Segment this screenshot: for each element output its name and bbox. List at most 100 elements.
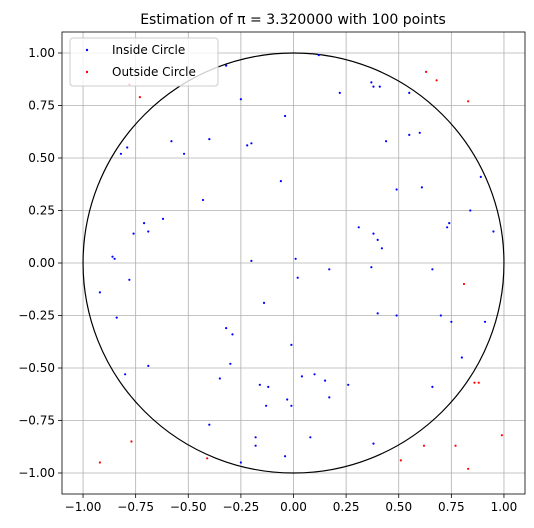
- point-outside: [422, 444, 426, 447]
- point-inside: [479, 175, 482, 178]
- grid: [62, 32, 525, 494]
- point-inside: [239, 98, 242, 101]
- y-tick-label: −0.50: [18, 361, 55, 375]
- point-inside: [420, 186, 423, 189]
- point-inside: [460, 356, 463, 359]
- point-inside: [385, 140, 388, 143]
- point-inside: [448, 222, 451, 225]
- point-inside: [208, 138, 211, 141]
- point-inside: [408, 133, 411, 136]
- point-inside: [115, 316, 118, 319]
- point-outside: [130, 440, 133, 443]
- point-inside: [229, 362, 232, 365]
- x-tick-label: −1.00: [65, 500, 102, 514]
- legend-box: [69, 37, 219, 87]
- x-tick-label: 0.00: [280, 500, 307, 514]
- point-inside: [296, 276, 299, 279]
- point-inside: [283, 455, 287, 458]
- point-inside: [250, 259, 253, 262]
- y-tick-label: 0.25: [28, 204, 55, 218]
- x-tick-label: 0.75: [438, 500, 465, 514]
- x-axis: −1.00 −0.75 −0.50 −0.25 0.00 0.25 0.50 0.75 1.00: [65, 494, 518, 514]
- point-outside: [424, 70, 428, 73]
- x-tick-label: 1.00: [491, 500, 518, 514]
- point-inside: [132, 232, 135, 235]
- point-inside: [231, 333, 234, 336]
- unit-circle: [82, 52, 505, 474]
- y-tick-label: 0.50: [28, 151, 55, 165]
- point-outside: [454, 444, 457, 447]
- point-inside: [161, 217, 165, 220]
- point-inside: [446, 226, 449, 229]
- point-inside: [147, 364, 150, 367]
- point-inside: [254, 436, 257, 439]
- x-tick-label: −0.75: [117, 500, 154, 514]
- point-inside: [279, 180, 282, 183]
- point-inside: [300, 375, 304, 378]
- point-inside: [338, 91, 341, 94]
- point-inside: [142, 222, 146, 225]
- point-inside: [98, 291, 101, 294]
- point-outside: [435, 79, 438, 82]
- point-inside: [347, 383, 350, 386]
- point-inside: [380, 247, 383, 250]
- point-inside: [258, 383, 261, 386]
- legend-label-inside: Inside Circle: [112, 43, 185, 57]
- point-inside: [265, 404, 268, 407]
- point-outside: [467, 100, 470, 103]
- point-outside: [467, 467, 470, 470]
- point-inside: [208, 423, 211, 426]
- legend: Inside Circle Outside Circle: [69, 37, 219, 87]
- point-inside: [290, 343, 293, 346]
- point-inside: [418, 131, 421, 134]
- y-tick-label: 0.75: [28, 99, 55, 113]
- chart-title: Estimation of π = 3.320000 with 100 poin…: [140, 12, 446, 28]
- point-inside: [225, 327, 228, 330]
- point-inside: [408, 91, 411, 94]
- point-inside: [170, 140, 173, 143]
- point-inside: [328, 268, 331, 271]
- point-inside: [309, 436, 312, 439]
- point-inside: [370, 266, 373, 269]
- point-inside: [128, 278, 131, 281]
- point-inside: [201, 198, 205, 202]
- point-inside: [294, 257, 297, 260]
- point-inside: [124, 373, 127, 376]
- point-inside: [111, 255, 114, 258]
- x-tick-label: 0.50: [385, 500, 412, 514]
- point-inside: [372, 232, 375, 235]
- point-outside: [473, 381, 476, 384]
- point-inside: [450, 320, 453, 323]
- point-inside: [378, 85, 381, 88]
- point-outside: [138, 96, 141, 99]
- points-layer: [98, 54, 503, 470]
- y-tick-label: 1.00: [28, 46, 55, 60]
- point-outside: [500, 434, 503, 437]
- point-inside: [147, 230, 150, 233]
- point-outside: [98, 461, 101, 464]
- point-inside: [372, 442, 375, 445]
- point-inside: [357, 226, 360, 229]
- point-inside: [262, 301, 266, 304]
- point-inside: [395, 188, 398, 191]
- point-inside: [113, 257, 116, 260]
- series-inside-circle: [98, 54, 495, 464]
- point-outside: [399, 459, 402, 462]
- point-inside: [246, 144, 249, 147]
- x-tick-label: 0.25: [333, 500, 360, 514]
- point-inside: [126, 146, 129, 149]
- series-outside-circle: [98, 70, 503, 470]
- point-outside: [462, 282, 466, 286]
- point-inside: [239, 461, 242, 464]
- point-inside: [483, 320, 487, 323]
- point-inside: [225, 64, 228, 67]
- point-inside: [439, 314, 442, 317]
- y-tick-label: −0.75: [18, 414, 55, 428]
- point-inside: [119, 152, 123, 155]
- point-inside: [376, 312, 379, 315]
- legend-label-outside: Outside Circle: [112, 65, 196, 79]
- point-inside: [492, 230, 495, 233]
- point-inside: [254, 444, 257, 447]
- point-inside: [182, 152, 186, 155]
